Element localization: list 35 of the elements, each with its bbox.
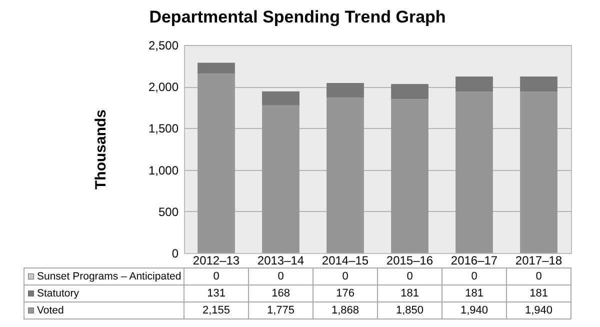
data-label: 0 <box>406 270 413 282</box>
y-tick-label: 1,500 <box>148 122 179 136</box>
y-tick-label: 500 <box>158 204 179 219</box>
data-label: 1,850 <box>396 304 424 316</box>
data-label: 131 <box>207 288 226 300</box>
y-tick-label: 2,500 <box>148 38 179 52</box>
data-label: 1,868 <box>331 304 360 316</box>
y-tick-label: 1,000 <box>148 163 179 178</box>
data-label: 181 <box>530 288 548 300</box>
data-label: 176 <box>336 288 354 300</box>
data-label: 0 <box>213 270 220 282</box>
data-label: 0 <box>342 270 348 282</box>
y-axis-title: Thousands <box>92 109 110 190</box>
y-tick-label: 2,000 <box>148 80 179 94</box>
data-label: 1,940 <box>524 304 553 316</box>
legend-label: Sunset Programs – Anticipated <box>37 270 182 282</box>
legend-label: Statutory <box>37 288 80 300</box>
data-label: 0 <box>278 270 284 282</box>
data-label: 168 <box>272 288 290 300</box>
x-tick-label: 2015–16 <box>386 254 434 268</box>
data-label: 1,940 <box>460 304 488 316</box>
data-label: 2,155 <box>202 304 230 316</box>
data-label: 0 <box>471 270 478 282</box>
data-label: 1,775 <box>266 304 295 316</box>
legend-label: Voted <box>37 304 64 316</box>
y-tick-label: 0 <box>172 246 179 260</box>
x-tick-label: 2014–15 <box>322 254 369 268</box>
x-tick-label: 2012–13 <box>192 254 240 268</box>
x-tick-label: 2013–14 <box>257 254 304 268</box>
data-label: 0 <box>536 270 542 282</box>
x-tick-label: 2017–18 <box>515 254 562 268</box>
chart-title: Departmental Spending Trend Graph <box>149 8 446 26</box>
x-tick-label: 2016–17 <box>450 254 498 268</box>
data-label: 181 <box>465 288 484 300</box>
data-label: 181 <box>400 288 419 300</box>
